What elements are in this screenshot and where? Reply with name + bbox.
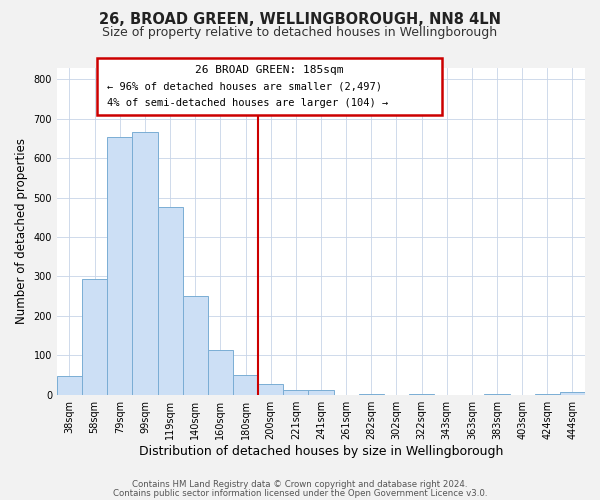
Text: Size of property relative to detached houses in Wellingborough: Size of property relative to detached ho… [103,26,497,39]
Bar [308,390,334,394]
Bar [233,375,258,394]
Y-axis label: Number of detached properties: Number of detached properties [15,138,28,324]
Bar [133,132,158,394]
Bar [283,390,308,394]
Text: 26, BROAD GREEN, WELLINGBOROUGH, NN8 4LN: 26, BROAD GREEN, WELLINGBOROUGH, NN8 4LN [99,12,501,26]
Text: Contains HM Land Registry data © Crown copyright and database right 2024.: Contains HM Land Registry data © Crown c… [132,480,468,489]
X-axis label: Distribution of detached houses by size in Wellingborough: Distribution of detached houses by size … [139,444,503,458]
Text: Contains public sector information licensed under the Open Government Licence v3: Contains public sector information licen… [113,489,487,498]
Bar [182,296,208,394]
Bar [82,279,107,394]
Text: 26 BROAD GREEN: 185sqm: 26 BROAD GREEN: 185sqm [195,65,344,75]
Bar [57,376,82,394]
Bar [107,138,133,394]
FancyBboxPatch shape [97,58,442,115]
Bar [258,384,283,394]
Bar [560,392,585,394]
Text: ← 96% of detached houses are smaller (2,497): ← 96% of detached houses are smaller (2,… [107,82,382,92]
Bar [208,350,233,395]
Bar [158,206,182,394]
Text: 4% of semi-detached houses are larger (104) →: 4% of semi-detached houses are larger (1… [107,98,388,108]
